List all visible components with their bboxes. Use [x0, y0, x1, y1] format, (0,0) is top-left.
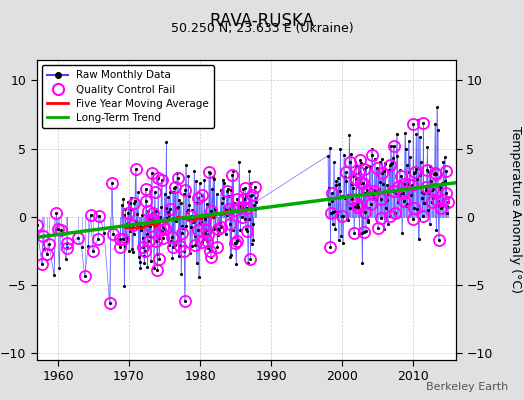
- Y-axis label: Temperature Anomaly (°C): Temperature Anomaly (°C): [509, 126, 522, 294]
- Text: Berkeley Earth: Berkeley Earth: [426, 382, 508, 392]
- Text: 50.250 N, 23.633 E (Ukraine): 50.250 N, 23.633 E (Ukraine): [171, 22, 353, 35]
- Text: RAVA-RUSKA: RAVA-RUSKA: [210, 12, 314, 30]
- Legend: Raw Monthly Data, Quality Control Fail, Five Year Moving Average, Long-Term Tren: Raw Monthly Data, Quality Control Fail, …: [42, 65, 214, 128]
